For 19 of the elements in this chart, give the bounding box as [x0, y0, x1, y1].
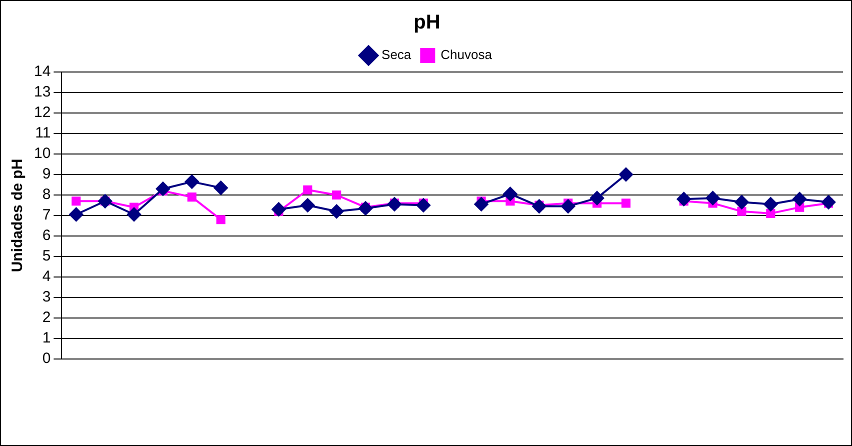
y-tick-label: 3: [42, 288, 51, 306]
y-tick-label: 11: [35, 124, 51, 142]
y-tick-label: 8: [42, 186, 51, 204]
y-tick-label: 5: [42, 248, 51, 265]
y-tick-label: 14: [34, 63, 51, 80]
y-axis-title: Unidades de pH: [9, 158, 26, 272]
legend-label: Seca: [382, 47, 412, 62]
chart-title: pH: [414, 12, 440, 34]
y-tick-label: 12: [34, 104, 51, 122]
y-tick-label: 2: [42, 309, 51, 326]
y-tick-label: 6: [42, 227, 51, 244]
y-tick-label: 4: [42, 268, 51, 286]
y-tick-label: 1: [42, 330, 51, 347]
y-tick-label: 10: [34, 145, 51, 162]
y-tick-label: 7: [42, 206, 51, 224]
legend-label: Chuvosa: [440, 47, 493, 62]
y-tick-label: 9: [42, 166, 51, 183]
y-tick-label: 13: [34, 84, 51, 101]
y-tick-label: 0: [42, 350, 51, 368]
